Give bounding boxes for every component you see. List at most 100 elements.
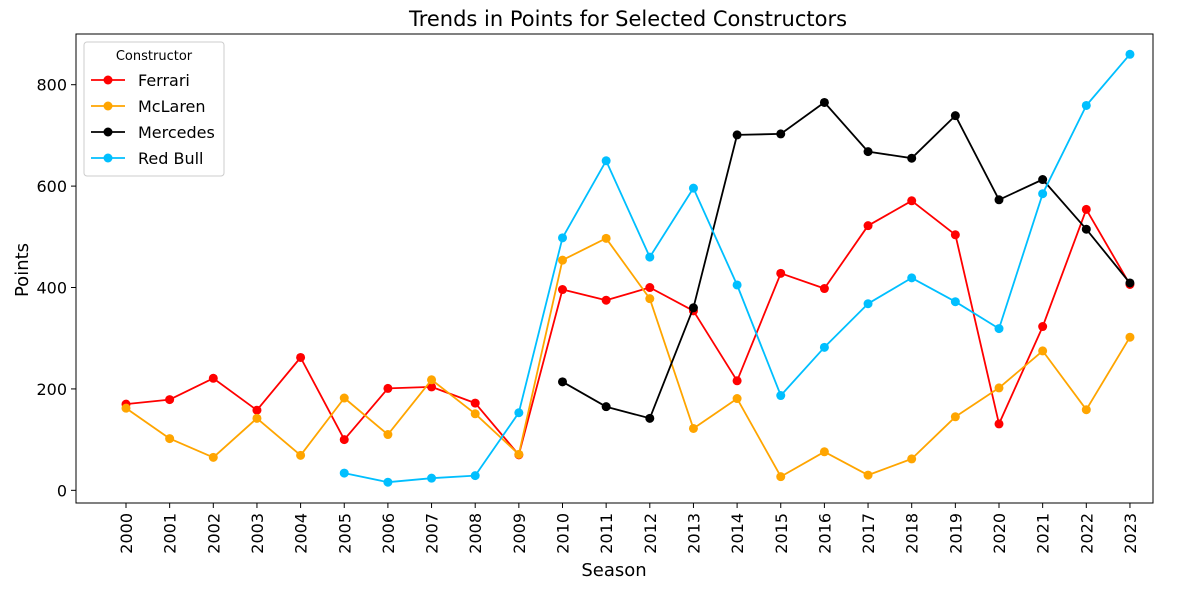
data-point-mclaren (427, 375, 437, 385)
y-tick-label: 0 (57, 481, 67, 500)
data-point-red-bull (1038, 189, 1048, 199)
data-point-mclaren (383, 430, 393, 440)
x-tick-label: 2001 (161, 513, 180, 554)
data-point-mclaren (339, 393, 349, 403)
data-point-ferrari (732, 376, 742, 386)
data-point-mercedes (688, 303, 698, 313)
data-point-red-bull (950, 297, 960, 307)
y-axis-label: Points (12, 243, 33, 297)
data-point-ferrari (994, 419, 1004, 429)
data-point-red-bull (645, 252, 655, 262)
data-point-mclaren (819, 447, 829, 457)
data-point-mclaren (1125, 332, 1135, 342)
data-point-mclaren (1081, 405, 1091, 415)
data-point-mercedes (907, 153, 917, 163)
legend-entry-mclaren: McLaren (91, 97, 206, 116)
data-point-mercedes (1038, 175, 1048, 185)
data-point-ferrari (1081, 204, 1091, 214)
data-point-mercedes (1125, 278, 1135, 288)
data-point-mercedes (732, 130, 742, 140)
data-point-red-bull (601, 156, 611, 166)
data-point-red-bull (383, 477, 393, 487)
legend-entry-ferrari: Ferrari (91, 71, 190, 90)
legend-marker-red-bull (103, 153, 113, 163)
legend-entry-mercedes: Mercedes (91, 123, 215, 142)
x-tick-label: 2018 (903, 513, 922, 554)
data-point-red-bull (339, 468, 349, 478)
legend-label-red-bull: Red Bull (138, 149, 204, 168)
data-point-mclaren (601, 233, 611, 243)
y-axis: 0 200 400 600 800 (36, 76, 76, 500)
data-point-mclaren (470, 409, 480, 419)
x-tick-label: 2000 (117, 513, 136, 554)
data-point-red-bull (994, 324, 1004, 334)
y-tick-label: 600 (36, 177, 67, 196)
data-point-ferrari (252, 405, 262, 415)
data-point-red-bull (776, 391, 786, 401)
x-tick-label: 2013 (684, 513, 703, 554)
data-point-mclaren (863, 470, 873, 480)
x-tick-label: 2008 (466, 513, 485, 554)
data-point-red-bull (907, 273, 917, 283)
legend-marker-mclaren (103, 101, 113, 111)
x-tick-label: 2005 (335, 513, 354, 554)
data-point-mclaren (208, 452, 218, 462)
series-line-red-bull (344, 53, 1131, 484)
x-tick-label: 2011 (597, 513, 616, 554)
chart-title: Trends in Points for Selected Constructo… (408, 7, 847, 31)
x-tick-label: 2019 (946, 513, 965, 554)
data-point-ferrari (208, 373, 218, 383)
data-point-ferrari (907, 196, 917, 206)
data-point-mclaren (1038, 346, 1048, 356)
data-point-mercedes (558, 377, 567, 387)
y-tick-label: 400 (36, 279, 67, 298)
series-line-mercedes (562, 101, 1131, 420)
data-point-ferrari (165, 395, 175, 405)
legend-label-mercedes: Mercedes (138, 123, 215, 142)
series-line-ferrari (125, 199, 1131, 456)
x-tick-label: 2006 (379, 513, 398, 554)
data-point-red-bull (688, 183, 698, 193)
x-tick-label: 2012 (641, 513, 660, 554)
series-line-mclaren (125, 237, 1131, 478)
x-axis: 2000 2001 2002 2003 2004 2005 2006 2007 2008 2009… (117, 503, 1140, 554)
y-tick-label: 200 (36, 380, 67, 399)
data-point-mercedes (994, 195, 1004, 205)
data-point-mclaren (950, 412, 960, 422)
data-point-mclaren (994, 383, 1004, 393)
data-point-ferrari (776, 268, 786, 278)
x-tick-label: 2023 (1121, 513, 1140, 554)
data-point-ferrari (645, 283, 655, 293)
data-point-ferrari (558, 285, 567, 295)
legend-title: Constructor (116, 49, 193, 64)
data-point-mercedes (819, 97, 829, 107)
data-point-mclaren (296, 450, 306, 460)
data-point-mercedes (1081, 224, 1091, 234)
legend-marker-mercedes (103, 127, 113, 137)
x-tick-label: 2022 (1077, 513, 1096, 554)
data-point-ferrari (950, 230, 960, 240)
data-point-mercedes (776, 129, 786, 139)
data-point-red-bull (732, 280, 742, 290)
plot-frame (75, 33, 1154, 504)
x-tick-label: 2021 (1034, 513, 1053, 554)
data-point-red-bull (863, 299, 873, 309)
data-point-red-bull (514, 408, 524, 418)
x-tick-label: 2014 (728, 513, 747, 554)
data-point-mclaren (732, 394, 742, 404)
data-point-mercedes (863, 147, 873, 157)
data-point-red-bull (1125, 49, 1135, 59)
y-tick-label: 800 (36, 76, 67, 95)
x-tick-label: 2009 (510, 513, 529, 554)
x-tick-label: 2017 (859, 513, 878, 554)
series-ferrari (121, 196, 1135, 460)
legend-entry-red-bull: Red Bull (91, 149, 204, 168)
series-mclaren (121, 233, 1135, 482)
data-point-ferrari (863, 221, 873, 231)
data-point-red-bull (558, 233, 567, 243)
legend-frame (83, 41, 225, 177)
x-tick-label: 2016 (815, 513, 834, 554)
legend-marker-ferrari (103, 75, 113, 85)
series-red-bull (339, 49, 1135, 487)
data-point-ferrari (601, 295, 611, 305)
